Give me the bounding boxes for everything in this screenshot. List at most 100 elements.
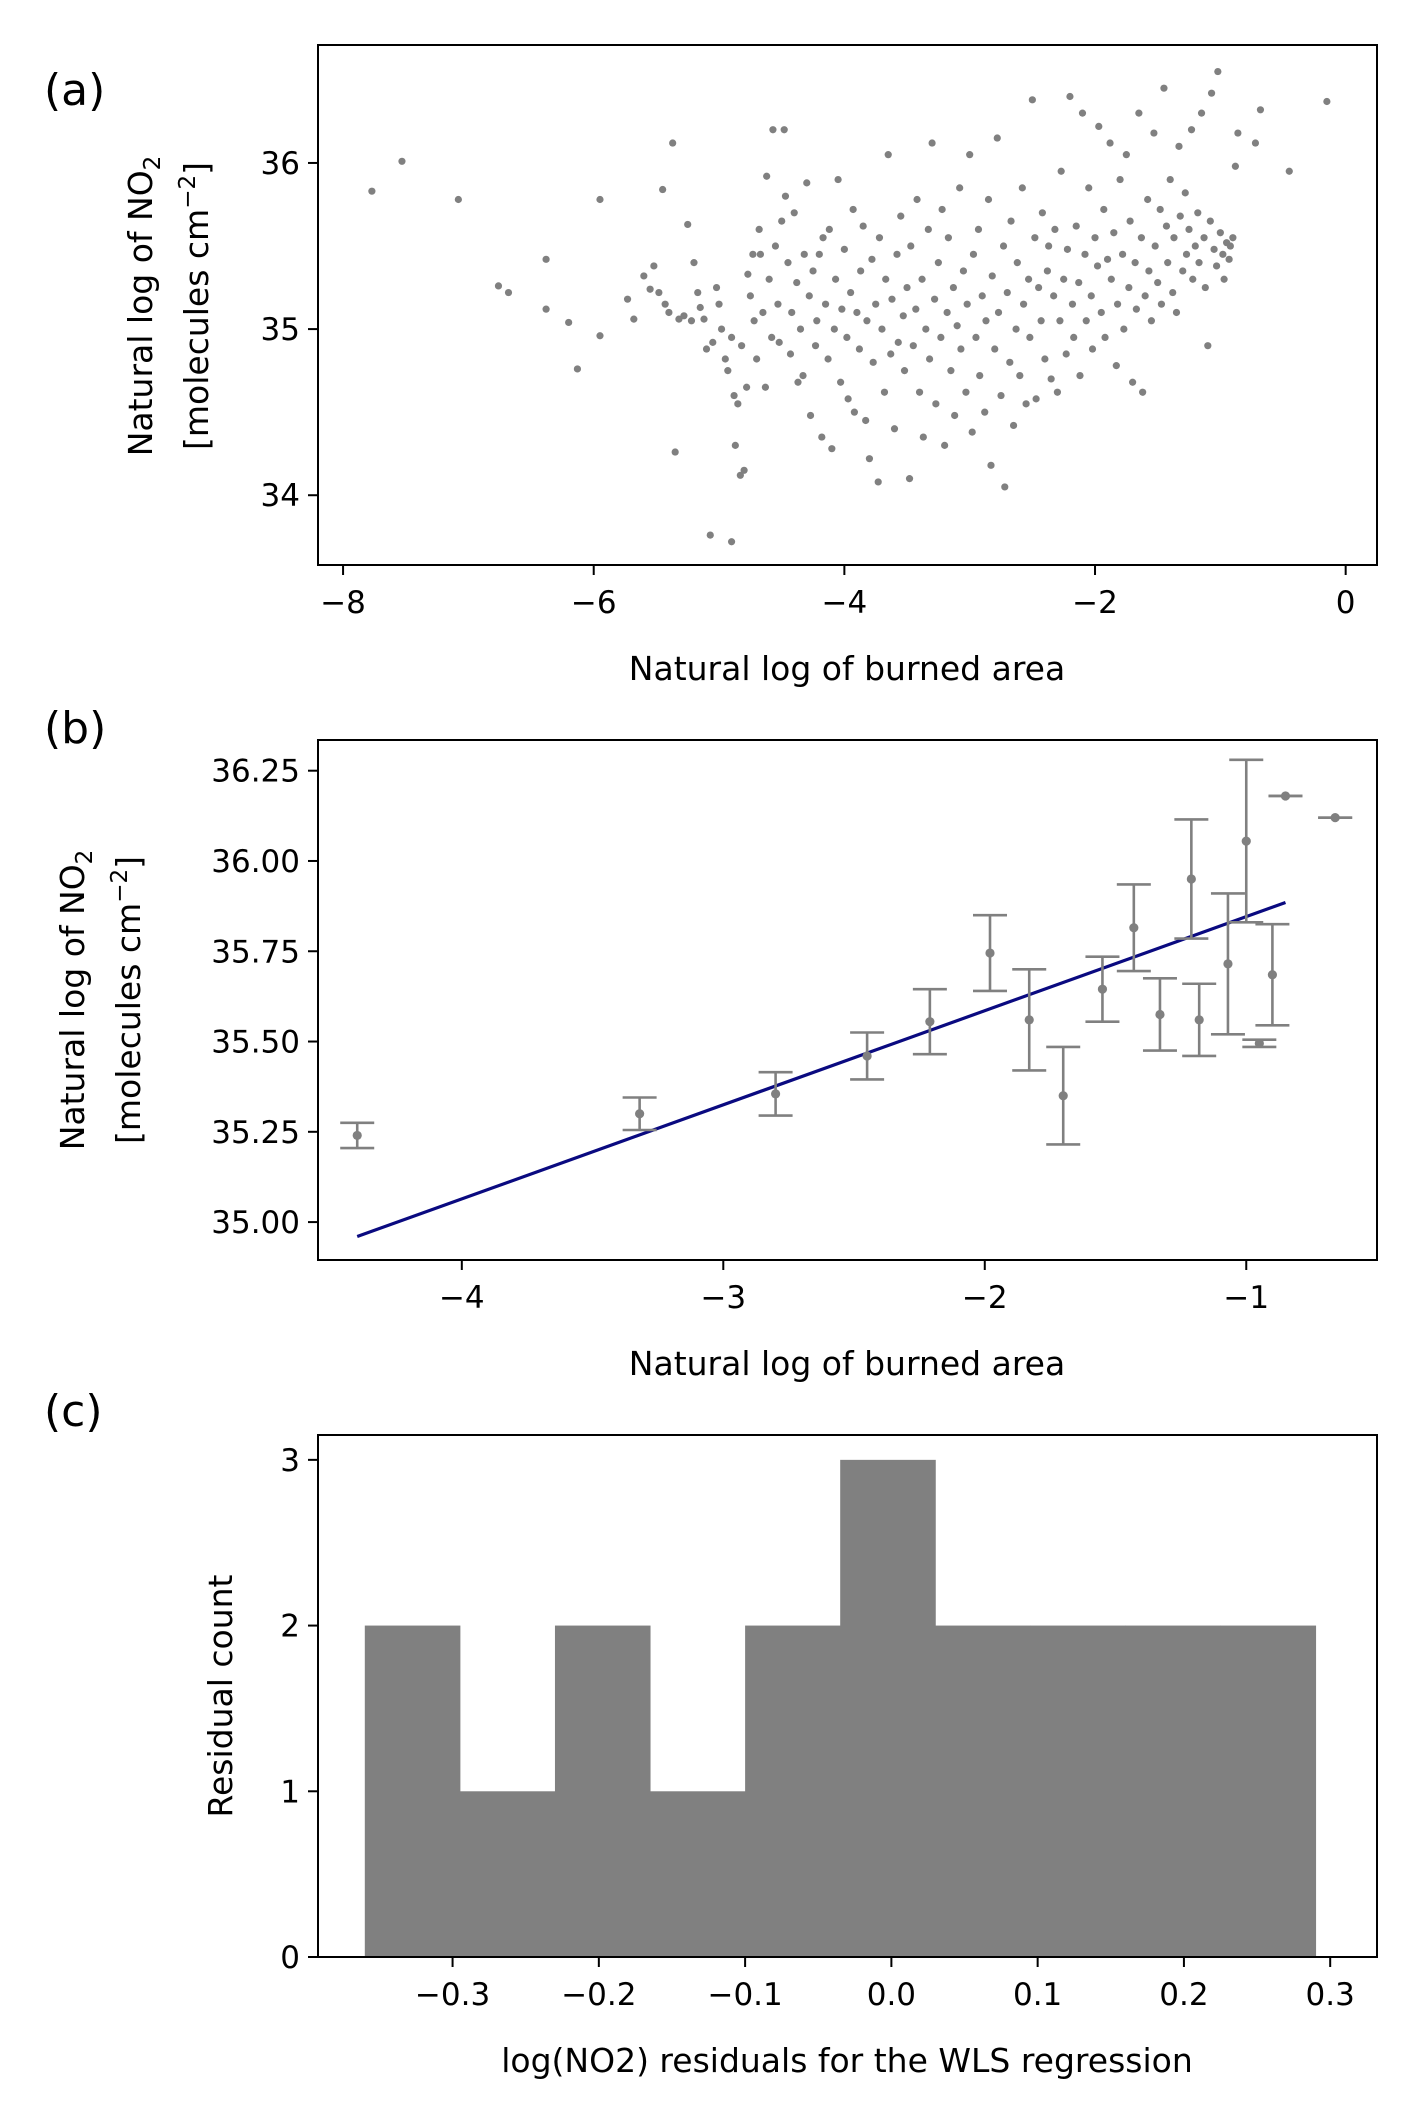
scatter-point: [1081, 250, 1089, 258]
scatter-point: [857, 267, 865, 275]
scatter-point: [687, 317, 696, 325]
scatter-point: [1106, 139, 1114, 147]
scatter-point: [1131, 259, 1139, 267]
errorbar-marker: [1058, 1091, 1068, 1101]
scatter-point: [943, 308, 951, 317]
scatter-point: [786, 350, 795, 358]
scatter-point: [818, 433, 826, 441]
scatter-point: [1170, 234, 1178, 242]
scatter-point: [1056, 317, 1064, 325]
errorbar-marker: [1129, 923, 1139, 933]
scatter-point: [1151, 242, 1159, 250]
a-ytick-label: 34: [261, 478, 300, 514]
errorbar-marker: [1194, 1015, 1204, 1025]
scatter-point: [1157, 300, 1166, 308]
scatter-point: [947, 367, 955, 375]
errorbar-marker: [862, 1051, 872, 1061]
scatter-point: [1001, 483, 1009, 491]
b-ytick-label: 35.25: [211, 1115, 300, 1151]
c-ytick-label: 3: [280, 1443, 300, 1479]
scatter-point: [843, 333, 851, 341]
scatter-point: [988, 272, 996, 280]
scatter-point: [1195, 259, 1203, 267]
scatter-point: [740, 466, 748, 474]
errorbar-point: [1268, 791, 1303, 801]
scatter-point: [623, 295, 632, 303]
svg-text:[molecules cm−2]: [molecules cm−2]: [107, 856, 148, 1144]
svg-text:[molecules cm−2]: [molecules cm−2]: [175, 162, 216, 450]
panel-a-yticks: 34 35 36: [261, 146, 318, 514]
scatter-point: [659, 185, 667, 194]
scatter-point: [1251, 139, 1260, 147]
histogram-bar: [554, 1625, 651, 1957]
errorbar-marker: [1241, 836, 1251, 846]
scatter-point: [1154, 278, 1162, 287]
scatter-point: [694, 288, 702, 297]
scatter-point: [897, 212, 905, 220]
scatter-point: [1028, 96, 1036, 104]
scatter-point: [1135, 109, 1143, 117]
panel-a-ylabel-units: [molecules cm: [177, 209, 216, 450]
errorbar-marker: [1223, 959, 1233, 969]
errorbar-point: [1116, 883, 1151, 973]
scatter-point: [962, 388, 970, 396]
errorbar-point: [912, 987, 947, 1056]
errorbar-marker: [1280, 791, 1291, 801]
histogram-bar: [1030, 1625, 1126, 1957]
scatter-point: [706, 531, 714, 539]
svg-text:Natural log of NO2: Natural log of NO2: [53, 850, 98, 1151]
scatter-point: [925, 355, 934, 363]
scatter-point: [974, 225, 983, 234]
c-xtick-label: −0.2: [561, 1977, 636, 2013]
scatter-point: [969, 250, 978, 258]
b-xtick-label: −3: [700, 1280, 746, 1316]
histogram-bar: [1220, 1625, 1317, 1957]
scatter-point: [1070, 333, 1078, 341]
scatter-point: [859, 222, 867, 230]
b-ytick-label: 35.00: [211, 1205, 300, 1241]
panel-b-ylabel-close: ]: [109, 856, 148, 869]
panel-b-yticks: 35.00 35.25 35.50 35.75 36.00 36.25: [211, 754, 318, 1241]
scatter-point: [1031, 234, 1039, 242]
scatter-point: [784, 259, 792, 267]
scatter-point: [398, 157, 406, 165]
scatter-point: [1037, 317, 1045, 325]
scatter-point: [715, 300, 723, 308]
scatter-point: [900, 367, 909, 375]
scatter-point: [1234, 129, 1242, 137]
scatter-point: [905, 475, 914, 483]
scatter-point: [944, 234, 952, 242]
scatter-point: [655, 288, 663, 297]
scatter-point: [913, 195, 921, 204]
scatter-point: [800, 250, 808, 258]
scatter-point: [1214, 67, 1222, 76]
scatter-point: [880, 388, 889, 396]
scatter-point: [1181, 189, 1189, 197]
scatter-point: [755, 225, 763, 234]
scatter-point: [968, 428, 976, 436]
scatter-point: [1160, 84, 1168, 92]
panel-b-ylabel-sup: −2: [107, 869, 133, 903]
scatter-point: [454, 195, 462, 204]
scatter-point: [1191, 242, 1199, 250]
scatter-point: [1212, 262, 1221, 270]
scatter-point: [1118, 250, 1127, 258]
scatter-point: [997, 391, 1005, 400]
scatter-point: [1182, 250, 1191, 258]
b-xtick-label: −4: [439, 1280, 485, 1316]
scatter-point: [837, 378, 845, 386]
scatter-point: [1075, 278, 1083, 287]
scatter-point: [953, 322, 961, 330]
scatter-point: [994, 308, 1003, 317]
scatter-point: [746, 292, 754, 300]
scatter-point: [702, 345, 711, 353]
scatter-point: [775, 338, 783, 346]
scatter-point: [1201, 283, 1209, 292]
scatter-point: [1112, 362, 1120, 370]
errorbar-point: [1182, 982, 1217, 1058]
scatter-point: [993, 134, 1001, 142]
scatter-point: [941, 441, 949, 449]
scatter-point: [769, 126, 777, 134]
scatter-point: [1179, 267, 1187, 275]
scatter-point: [887, 350, 895, 358]
